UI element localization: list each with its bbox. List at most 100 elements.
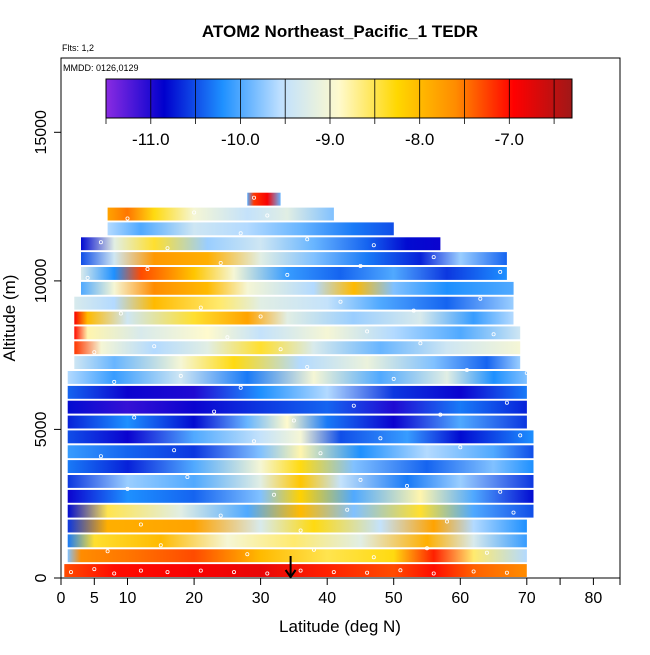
sample-point — [92, 567, 97, 572]
sample-point — [371, 243, 376, 248]
chart-title: ATOM2 Northeast_Pacific_1 TEDR — [202, 22, 478, 41]
sample-point — [152, 344, 157, 349]
data-band — [107, 222, 394, 236]
sample-point — [125, 486, 130, 491]
sample-point — [358, 477, 363, 482]
data-band — [107, 207, 334, 221]
sample-point — [198, 305, 203, 310]
colorbar-gradient — [105, 78, 573, 119]
data-band — [67, 489, 534, 503]
y-tick-label: 15000 — [33, 110, 50, 155]
sample-point — [192, 210, 197, 215]
sample-point — [172, 448, 177, 453]
sample-point — [398, 568, 403, 573]
sample-point — [305, 237, 310, 242]
data-band — [67, 534, 527, 548]
sample-point — [238, 231, 243, 236]
sample-point — [98, 240, 103, 245]
sample-point — [98, 454, 103, 459]
colorbar-tick-label: -11.0 — [132, 130, 170, 149]
sample-point — [498, 269, 503, 274]
data-band — [67, 415, 527, 429]
data-band — [74, 296, 514, 310]
x-tick-label: 0 — [57, 590, 66, 607]
x-axis-label: Latitude (deg N) — [279, 617, 401, 636]
sample-point — [298, 528, 303, 533]
sample-point — [431, 571, 436, 576]
sample-point — [378, 436, 383, 441]
data-band — [247, 192, 281, 206]
sample-point — [238, 385, 243, 390]
sample-point — [185, 474, 190, 479]
sample-point — [311, 547, 316, 552]
sample-point — [138, 522, 143, 527]
colorbar-tick-label: -7.0 — [495, 130, 524, 149]
sample-point — [112, 379, 117, 384]
sample-point — [158, 543, 163, 548]
sample-point — [105, 549, 110, 554]
data-band — [67, 430, 534, 444]
sample-point — [331, 570, 336, 575]
sample-point — [225, 335, 230, 340]
data-band — [67, 445, 534, 459]
y-axis: 0 5000 10000 15000 — [33, 110, 61, 582]
sample-point — [518, 433, 523, 438]
sample-point — [85, 275, 90, 280]
sample-point — [371, 555, 376, 560]
y-tick-label: 10000 — [33, 259, 50, 304]
flights-label: Flts: 1,2 — [62, 43, 94, 53]
data-band — [81, 281, 514, 295]
sample-point — [351, 403, 356, 408]
y-axis-label: Altitude (m) — [0, 275, 19, 362]
sample-point — [251, 195, 256, 200]
sample-point — [338, 299, 343, 304]
data-band — [74, 326, 521, 340]
x-tick-label: 80 — [585, 590, 603, 607]
sample-point — [69, 570, 74, 575]
sample-point — [278, 347, 283, 352]
sample-points — [69, 195, 529, 576]
data-band — [74, 341, 521, 355]
sample-point — [345, 507, 350, 512]
x-tick-label: 50 — [385, 590, 403, 607]
x-axis: 0 5 10 20 30 40 50 60 70 80 — [57, 578, 621, 607]
data-bands — [64, 192, 534, 577]
sample-point — [92, 350, 97, 355]
sample-point — [365, 570, 370, 575]
sample-point — [258, 314, 263, 319]
x-tick-label: 20 — [185, 590, 203, 607]
sample-point — [431, 255, 436, 260]
sample-point — [464, 367, 469, 372]
y-tick-label: 5000 — [33, 412, 50, 448]
sample-point — [145, 266, 150, 271]
sample-point — [418, 341, 423, 346]
data-band — [81, 237, 441, 251]
sample-point — [471, 569, 476, 574]
sample-point — [444, 519, 449, 524]
sample-point — [198, 568, 203, 573]
sample-point — [218, 513, 223, 518]
sample-point — [491, 332, 496, 337]
data-band — [81, 252, 507, 265]
sample-point — [271, 492, 276, 497]
sample-point — [178, 373, 183, 378]
sample-point — [524, 370, 529, 375]
data-band — [67, 475, 534, 488]
sample-point — [112, 571, 117, 576]
sample-point — [438, 412, 443, 417]
data-band — [67, 371, 527, 384]
sample-point — [265, 213, 270, 218]
sample-point — [118, 311, 123, 316]
data-band — [67, 519, 527, 533]
sample-point — [365, 329, 370, 334]
sample-point — [504, 570, 509, 575]
data-band — [74, 356, 521, 369]
sample-point — [125, 216, 130, 221]
sample-point — [511, 510, 516, 515]
x-tick-label: 10 — [119, 590, 137, 607]
data-band — [74, 311, 514, 325]
sample-point — [424, 546, 429, 551]
colorbar-tick-label: -8.0 — [405, 130, 434, 149]
